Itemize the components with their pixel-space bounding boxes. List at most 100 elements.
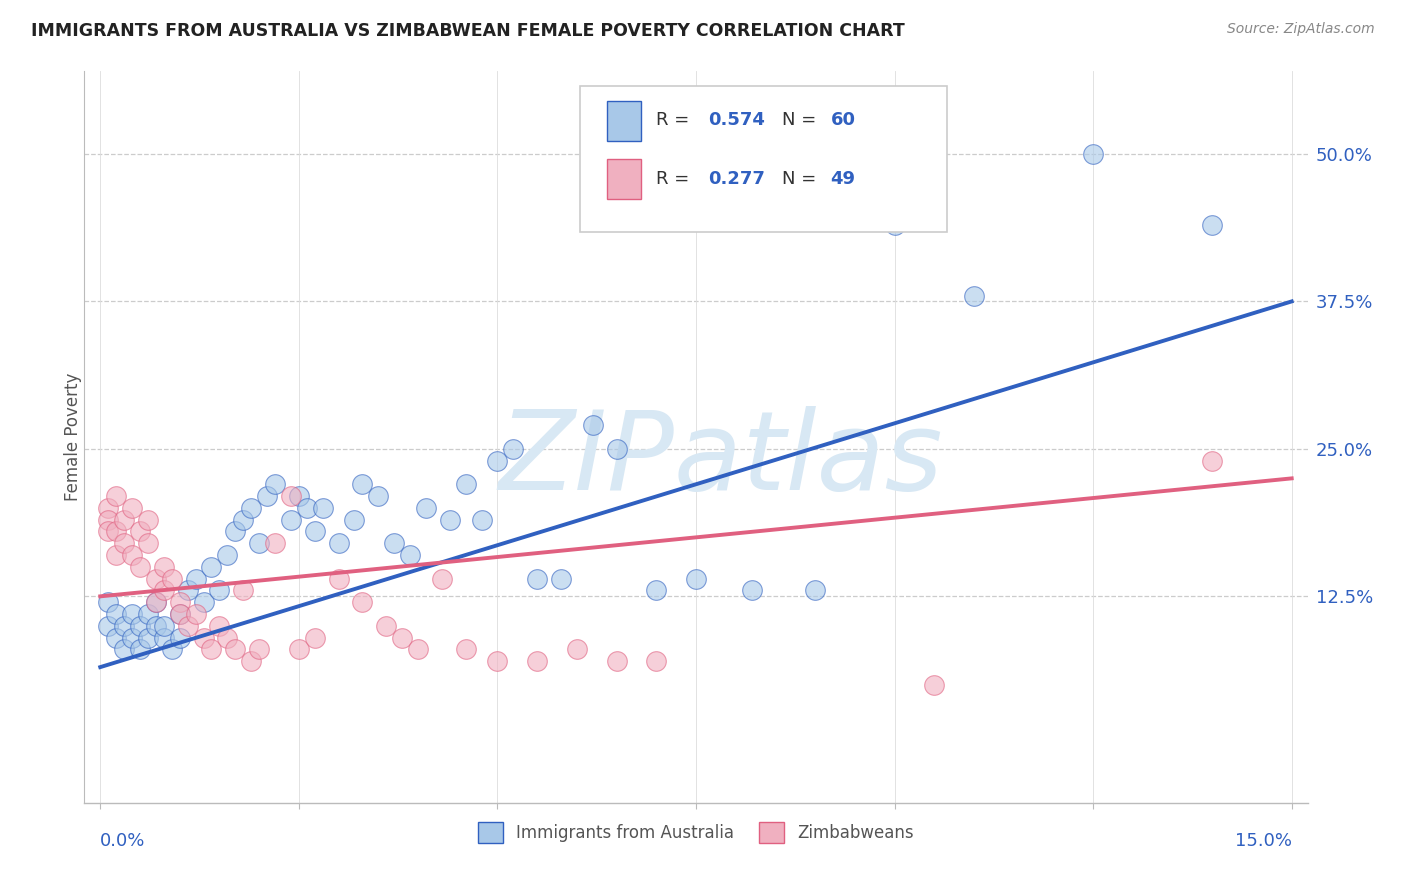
Text: 0.0%: 0.0% <box>100 832 146 850</box>
Point <box>256 489 278 503</box>
Point <box>208 583 231 598</box>
Point <box>883 218 905 232</box>
Y-axis label: Female Poverty: Female Poverty <box>65 373 82 501</box>
Point <box>121 548 143 562</box>
Point <box>224 642 246 657</box>
Point <box>112 619 135 633</box>
Point <box>406 642 429 657</box>
Point <box>152 583 174 598</box>
Point <box>136 631 159 645</box>
Point <box>145 572 167 586</box>
Point <box>112 642 135 657</box>
Point <box>193 631 215 645</box>
Text: R =: R = <box>655 169 695 188</box>
Point <box>311 500 333 515</box>
Point <box>470 513 492 527</box>
Point <box>280 489 302 503</box>
Point <box>97 524 120 539</box>
Point <box>136 607 159 621</box>
Point <box>217 631 239 645</box>
Text: 0.277: 0.277 <box>709 169 765 188</box>
Point <box>97 500 120 515</box>
Point <box>152 559 174 574</box>
Point <box>112 513 135 527</box>
Point <box>1201 218 1223 232</box>
Point <box>963 288 986 302</box>
Point <box>486 654 509 668</box>
Point <box>105 607 128 621</box>
Point <box>200 559 222 574</box>
Point <box>645 583 668 598</box>
Point <box>352 595 374 609</box>
Point <box>176 583 198 598</box>
Point <box>415 500 437 515</box>
Point <box>606 442 628 456</box>
Point <box>645 654 668 668</box>
Point <box>112 536 135 550</box>
Point <box>224 524 246 539</box>
Point <box>550 572 572 586</box>
Point <box>152 619 174 633</box>
FancyBboxPatch shape <box>579 86 946 232</box>
Point <box>454 642 477 657</box>
Point <box>439 513 461 527</box>
Point <box>240 654 263 668</box>
Point <box>129 559 152 574</box>
Text: IMMIGRANTS FROM AUSTRALIA VS ZIMBABWEAN FEMALE POVERTY CORRELATION CHART: IMMIGRANTS FROM AUSTRALIA VS ZIMBABWEAN … <box>31 22 904 40</box>
Point <box>129 524 152 539</box>
Point <box>264 477 287 491</box>
Point <box>454 477 477 491</box>
Point <box>295 500 318 515</box>
Point <box>247 642 270 657</box>
Text: R =: R = <box>655 112 695 129</box>
Point <box>208 619 231 633</box>
Point <box>486 453 509 467</box>
Point <box>741 583 763 598</box>
Point <box>375 619 398 633</box>
Point <box>105 489 128 503</box>
Point <box>193 595 215 609</box>
Point <box>343 513 366 527</box>
Point <box>1081 147 1104 161</box>
Point <box>145 595 167 609</box>
Point <box>97 513 120 527</box>
Text: 49: 49 <box>831 169 855 188</box>
Point <box>200 642 222 657</box>
Point <box>184 607 207 621</box>
Point <box>606 654 628 668</box>
Point <box>129 642 152 657</box>
Point <box>399 548 422 562</box>
Point <box>169 607 191 621</box>
Point <box>304 524 326 539</box>
Point <box>129 619 152 633</box>
Bar <box>606 101 641 141</box>
Point <box>804 583 827 598</box>
Point <box>288 489 311 503</box>
Point <box>280 513 302 527</box>
Text: 15.0%: 15.0% <box>1234 832 1292 850</box>
Point <box>264 536 287 550</box>
Point <box>367 489 389 503</box>
Point <box>430 572 453 586</box>
Point <box>105 548 128 562</box>
Point <box>121 500 143 515</box>
Point <box>176 619 198 633</box>
Bar <box>606 159 641 200</box>
Point <box>582 418 605 433</box>
Point <box>121 607 143 621</box>
Point <box>145 619 167 633</box>
Point <box>97 595 120 609</box>
Point <box>160 642 183 657</box>
Point <box>184 572 207 586</box>
Point <box>288 642 311 657</box>
Legend: Immigrants from Australia, Zimbabweans: Immigrants from Australia, Zimbabweans <box>471 815 921 849</box>
Point <box>1201 453 1223 467</box>
Point <box>352 477 374 491</box>
Point <box>328 572 350 586</box>
Point <box>526 654 548 668</box>
Text: N =: N = <box>782 112 821 129</box>
Point <box>136 536 159 550</box>
Point <box>240 500 263 515</box>
Point <box>145 595 167 609</box>
Point <box>526 572 548 586</box>
